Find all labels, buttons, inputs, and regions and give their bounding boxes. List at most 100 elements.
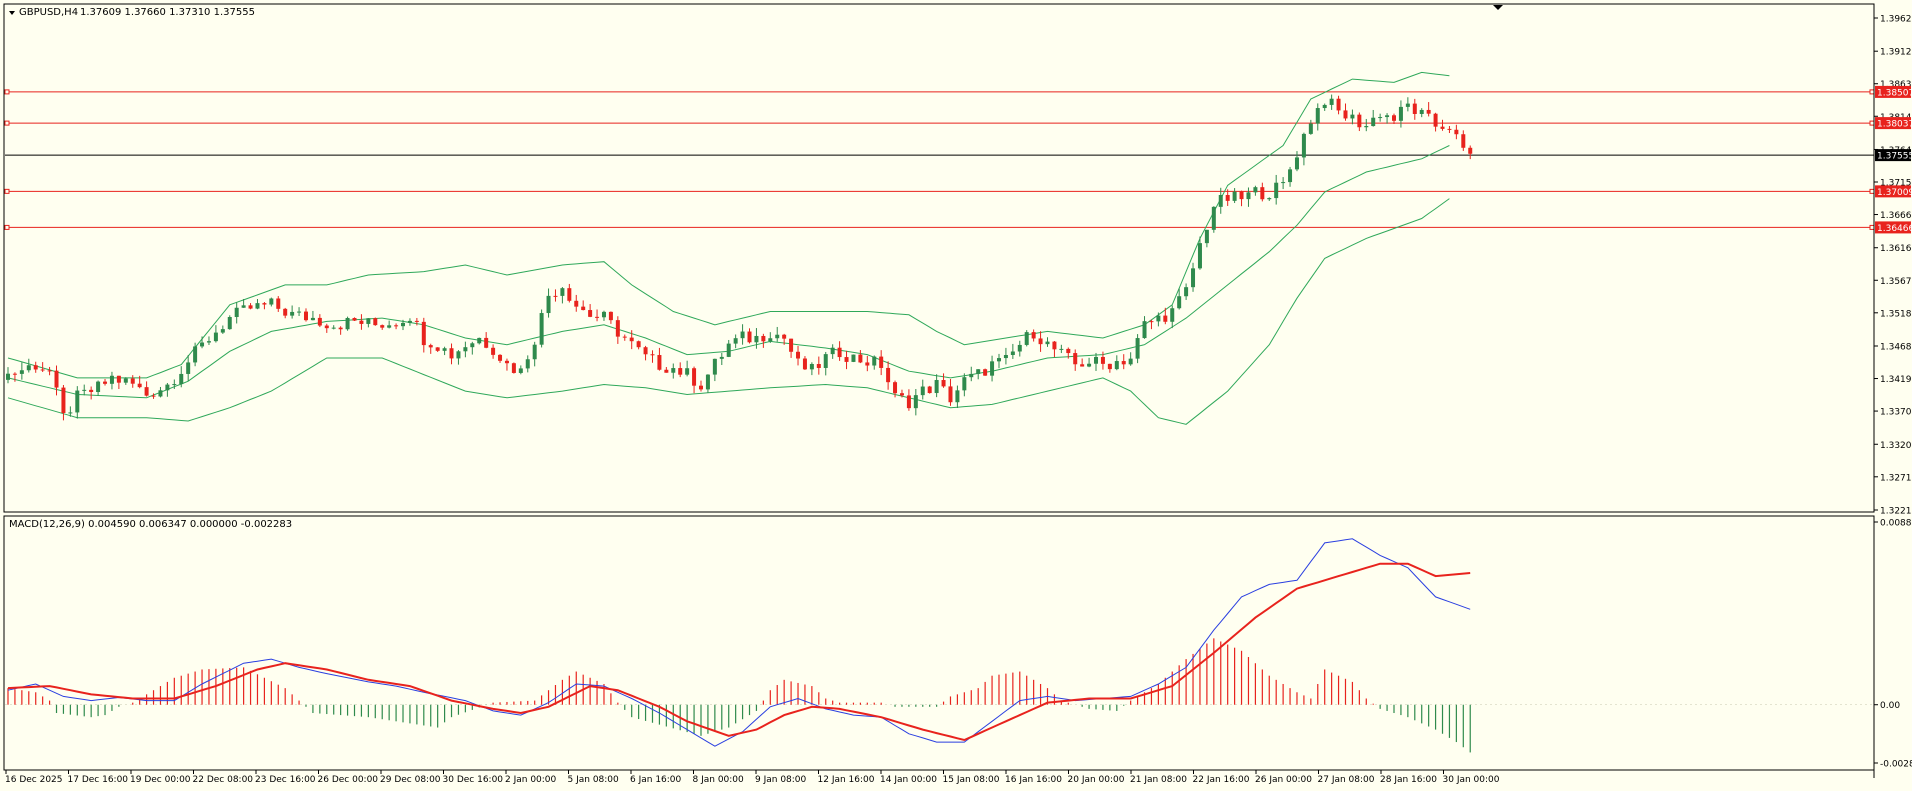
candle-134 xyxy=(934,374,939,398)
candle-body xyxy=(26,365,31,371)
candle-109 xyxy=(761,333,766,348)
candle-49 xyxy=(345,316,350,331)
candle-37 xyxy=(262,301,267,310)
candle-body xyxy=(650,354,655,356)
candle-body xyxy=(1378,117,1383,119)
candle-body xyxy=(976,369,981,374)
candle-47 xyxy=(331,325,336,330)
candle-141 xyxy=(983,368,988,376)
candle-body xyxy=(692,368,697,386)
candle-140 xyxy=(976,369,981,380)
candle-183 xyxy=(1274,174,1279,205)
time-axis: 16 Dec 2025 17 Dec 16:00 19 Dec 00:00 22 De… xyxy=(5,770,1500,785)
candle-132 xyxy=(920,379,925,400)
candle-182 xyxy=(1267,197,1272,201)
candle-body xyxy=(1274,182,1279,199)
candle-63 xyxy=(442,346,447,356)
level-handle-right-1[interactable] xyxy=(1869,120,1875,126)
horizontal-levels[interactable] xyxy=(4,89,1875,230)
candle-body xyxy=(1038,338,1043,345)
level-handle-right-0[interactable] xyxy=(1869,89,1875,95)
candle-138 xyxy=(962,373,967,397)
candle-133 xyxy=(927,385,932,394)
candle-body xyxy=(283,308,288,316)
candle-body xyxy=(851,354,856,362)
candle-body xyxy=(1211,206,1216,230)
candle-209 xyxy=(1454,124,1459,140)
candle-body xyxy=(359,320,364,324)
candle-75 xyxy=(525,355,530,373)
candle-194 xyxy=(1350,109,1355,125)
candle-55 xyxy=(387,320,392,329)
candle-12 xyxy=(89,386,94,400)
candle-26 xyxy=(186,355,191,381)
candle-172 xyxy=(1197,236,1202,270)
candle-121 xyxy=(844,350,849,370)
level-label-3: 1.37009 xyxy=(1875,185,1912,198)
candle-145 xyxy=(1010,343,1015,359)
time-tick-label-22: 28 Jan 16:00 xyxy=(1380,775,1437,785)
candle-108 xyxy=(754,328,759,349)
candle-143 xyxy=(996,353,1001,369)
candle-body xyxy=(130,378,135,384)
candle-99 xyxy=(692,366,697,394)
candle-179 xyxy=(1246,187,1251,207)
level-handle-right-4[interactable] xyxy=(1869,224,1875,230)
level-handle-3[interactable] xyxy=(4,188,10,194)
candle-131 xyxy=(913,388,918,416)
candle-52 xyxy=(366,318,371,328)
candle-body xyxy=(685,368,690,375)
candle-body xyxy=(1232,191,1237,201)
candle-116 xyxy=(809,362,814,376)
candle-29 xyxy=(206,336,211,345)
candle-body xyxy=(879,356,884,368)
level-handle-1[interactable] xyxy=(4,120,10,126)
candle-167 xyxy=(1163,307,1168,325)
candle-body xyxy=(816,363,821,368)
candle-body xyxy=(1336,98,1341,111)
candle-186 xyxy=(1294,151,1299,172)
candle-body xyxy=(1461,134,1466,148)
candle-27 xyxy=(193,342,198,367)
candle-42 xyxy=(297,307,302,316)
time-tick-label-20: 26 Jan 00:00 xyxy=(1255,775,1312,785)
candle-96 xyxy=(671,363,676,379)
candle-48 xyxy=(338,326,343,335)
candle-191 xyxy=(1329,94,1334,110)
price-tick-label-12: 1.33700 xyxy=(1880,408,1912,418)
level-handle-4[interactable] xyxy=(4,224,10,230)
time-tick-label-16: 16 Jan 16:00 xyxy=(1005,775,1062,785)
candle-body xyxy=(1371,117,1376,127)
candle-59 xyxy=(414,317,419,326)
level-handle-right-3[interactable] xyxy=(1869,188,1875,194)
candle-146 xyxy=(1017,340,1022,357)
candle-body xyxy=(899,393,904,396)
level-handle-0[interactable] xyxy=(4,89,10,95)
candle-65 xyxy=(456,350,461,365)
candle-17 xyxy=(123,377,128,385)
candle-body xyxy=(657,355,662,370)
shift-marker-icon[interactable] xyxy=(1493,5,1503,10)
symbol-menu-icon[interactable] xyxy=(9,11,15,15)
candle-body xyxy=(990,361,995,376)
candle-211 xyxy=(1468,145,1473,160)
candle-93 xyxy=(650,350,655,363)
candle-74 xyxy=(518,365,523,375)
candle-body xyxy=(241,305,246,308)
candle-body xyxy=(643,347,648,355)
candle-200 xyxy=(1392,113,1396,124)
price-tick-label-5: 1.37150 xyxy=(1880,179,1912,189)
candle-129 xyxy=(899,389,904,398)
candle-198 xyxy=(1378,113,1383,122)
candle-40 xyxy=(283,307,288,319)
candle-body xyxy=(1308,123,1313,134)
candle-body xyxy=(144,387,149,396)
time-tick-label-2: 19 Dec 00:00 xyxy=(130,775,191,785)
candle-body xyxy=(1114,361,1119,370)
candle-201 xyxy=(1398,100,1403,128)
candle-142 xyxy=(990,355,995,382)
candle-body xyxy=(435,347,440,351)
candle-body xyxy=(276,298,281,309)
